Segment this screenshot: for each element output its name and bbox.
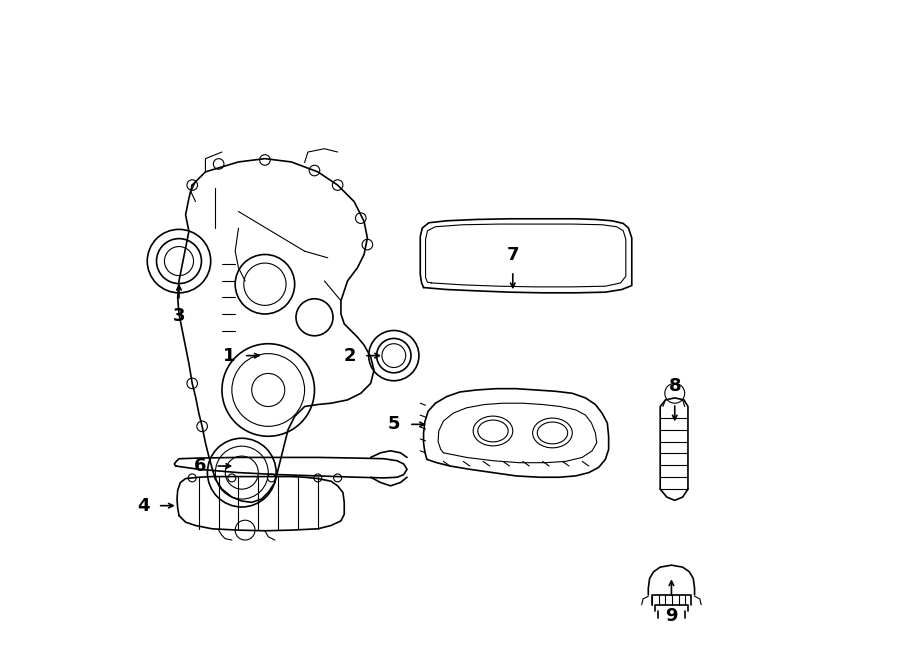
- Text: 8: 8: [669, 377, 681, 395]
- Text: 6: 6: [194, 457, 207, 475]
- Text: 9: 9: [665, 607, 678, 625]
- Text: 7: 7: [507, 247, 519, 264]
- Text: 4: 4: [137, 496, 149, 515]
- Text: 5: 5: [388, 415, 400, 434]
- Text: 3: 3: [173, 307, 185, 325]
- Text: 1: 1: [222, 346, 235, 365]
- Text: 2: 2: [344, 346, 356, 365]
